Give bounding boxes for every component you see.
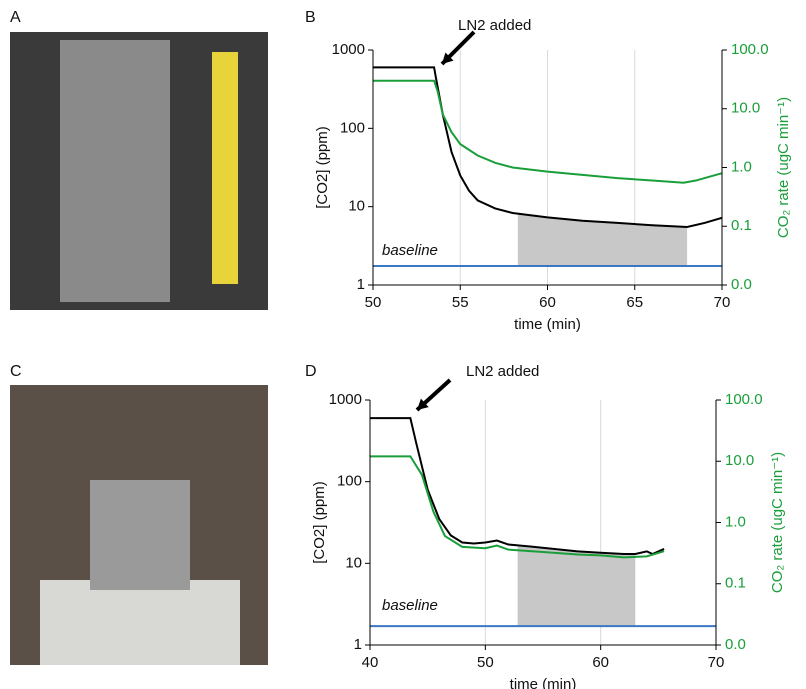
- annotation: baseline: [382, 242, 438, 259]
- x-tick-label: 70: [714, 294, 731, 311]
- panel-label: D: [305, 363, 317, 380]
- x-tick-label: 55: [452, 294, 469, 311]
- y2-tick-label: 0.0: [725, 636, 746, 653]
- y-tick-label: 10: [345, 554, 362, 571]
- y-tick-label: 1000: [332, 41, 365, 58]
- x-tick-label: 70: [708, 654, 725, 671]
- x-tick-label: 40: [362, 654, 379, 671]
- x-tick-label: 50: [477, 654, 494, 671]
- annotation: LN2 added: [458, 17, 531, 34]
- arrow-head: [442, 52, 454, 64]
- photo-c-dewar: [40, 580, 240, 665]
- panel-label: B: [305, 9, 316, 26]
- y2-tick-label: 100.0: [725, 391, 763, 408]
- y-tick-label: 1: [354, 636, 362, 653]
- y-tick-label: 100: [337, 473, 362, 490]
- panel-label: A: [10, 9, 21, 26]
- y2-tick-label: 100.0: [731, 41, 769, 58]
- panel-label: C: [10, 363, 22, 380]
- y2-tick-label: 0.1: [731, 217, 752, 234]
- x-tick-label: 65: [626, 294, 643, 311]
- x-tick-label: 60: [592, 654, 609, 671]
- y-axis-label: [CO2] (ppm): [311, 481, 328, 564]
- y2-tick-label: 0.1: [725, 575, 746, 592]
- arrow-head: [417, 398, 429, 410]
- y-tick-label: 1000: [329, 391, 362, 408]
- x-axis-label: time (min): [514, 316, 581, 333]
- photo-c-coil: [90, 480, 190, 590]
- y-tick-label: 100: [340, 119, 365, 136]
- x-axis-label: time (min): [510, 676, 577, 689]
- series-line: [373, 79, 723, 184]
- y2-tick-label: 10.0: [731, 100, 760, 117]
- y2-axis-label: CO₂ rate (ugC min⁻¹): [769, 452, 786, 593]
- shaded-region: [517, 546, 636, 627]
- y2-tick-label: 10.0: [725, 452, 754, 469]
- annotation: baseline: [382, 597, 438, 614]
- annotation: LN2 added: [466, 363, 539, 380]
- y-tick-label: 1: [357, 276, 365, 293]
- y2-tick-label: 0.0: [731, 276, 752, 293]
- y-tick-label: 10: [348, 198, 365, 215]
- x-tick-label: 50: [365, 294, 382, 311]
- x-tick-label: 60: [539, 294, 556, 311]
- photo-a-ruler: [212, 52, 238, 284]
- series-line: [370, 417, 665, 556]
- y-axis-label: [CO2] (ppm): [314, 126, 331, 209]
- y2-axis-label: CO₂ rate (ugC min⁻¹): [775, 97, 792, 238]
- y2-tick-label: 1.0: [725, 513, 746, 530]
- series-line: [370, 455, 665, 559]
- y2-tick-label: 1.0: [731, 158, 752, 175]
- photo-a-coil: [60, 40, 170, 302]
- shaded-region: [517, 214, 688, 266]
